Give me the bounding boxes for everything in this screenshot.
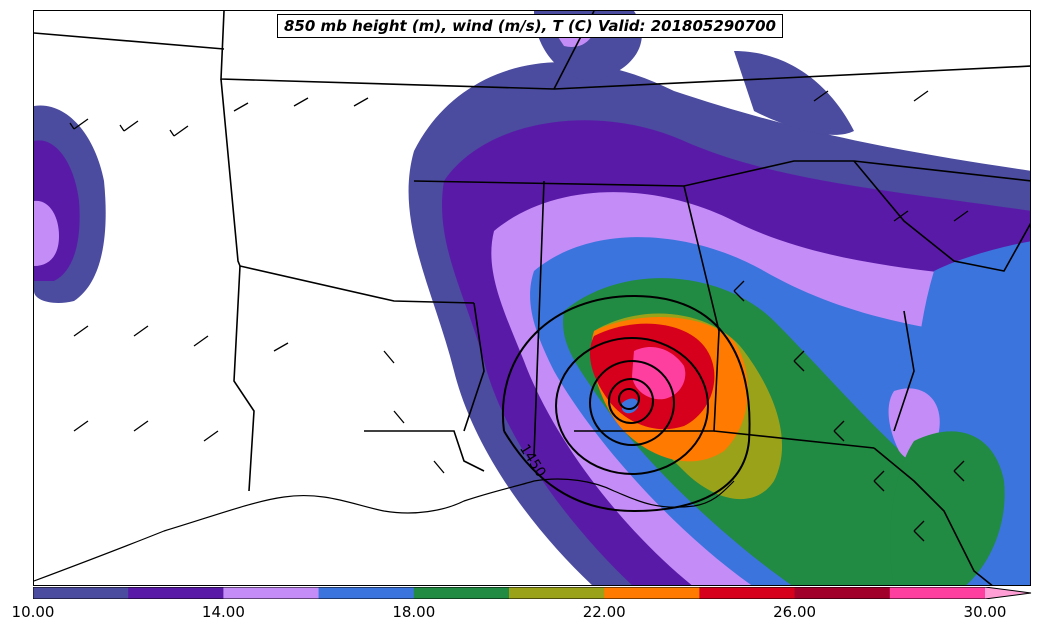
colorbar-swatch bbox=[509, 587, 605, 599]
colorbar-tick-label: 30.00 bbox=[963, 603, 1007, 621]
wind-barb bbox=[953, 460, 965, 482]
height-contour bbox=[618, 388, 640, 410]
boundary-line bbox=[533, 180, 545, 457]
wind-barb bbox=[913, 90, 929, 102]
wind-barb bbox=[393, 410, 405, 424]
height-contour bbox=[501, 294, 751, 513]
boundary-line bbox=[713, 430, 875, 449]
boundary-line bbox=[463, 302, 485, 432]
colorbar-swatch bbox=[889, 587, 986, 599]
colorbar-tick-label: 10.00 bbox=[11, 603, 55, 621]
colorbar-swatch bbox=[699, 587, 796, 599]
shade-pink bbox=[632, 346, 686, 400]
wind-barb bbox=[873, 470, 885, 492]
wind-barb bbox=[833, 420, 845, 442]
colorbar-tick-label: 14.00 bbox=[201, 603, 245, 621]
wind-barb bbox=[733, 280, 745, 302]
map-canvas: 1450 bbox=[34, 11, 1030, 585]
colorbar-tick-label: 18.00 bbox=[392, 603, 436, 621]
wind-barb bbox=[813, 90, 829, 102]
boundary-line bbox=[233, 265, 255, 492]
wind-barb bbox=[793, 350, 805, 372]
shade-ne-band bbox=[734, 51, 854, 135]
colorbar-swatch bbox=[128, 587, 224, 599]
colorbar-tick-label: 26.00 bbox=[773, 603, 817, 621]
wind-barb bbox=[233, 102, 249, 112]
shade-se-green bbox=[890, 431, 1005, 585]
shade-west-lavender bbox=[34, 200, 59, 266]
boundary-line bbox=[574, 185, 720, 432]
wind-barb bbox=[273, 342, 289, 352]
wind-barb bbox=[433, 460, 445, 474]
wind-barb bbox=[119, 120, 139, 132]
boundary-line bbox=[34, 32, 225, 50]
wind-barb bbox=[203, 430, 219, 442]
boundary-line bbox=[413, 160, 1030, 187]
colorbar-swatch bbox=[604, 587, 700, 599]
wind-barb bbox=[953, 210, 969, 222]
wind-barb bbox=[353, 97, 369, 107]
wind-barb bbox=[73, 420, 89, 432]
wind-barbs bbox=[69, 90, 969, 542]
boundary-line bbox=[873, 447, 993, 585]
map-title: 850 mb height (m), wind (m/s), T (C) Val… bbox=[277, 14, 783, 38]
colorbar-tick-label: 22.00 bbox=[582, 603, 626, 621]
height-contour bbox=[555, 337, 709, 475]
colorbar-extend-arrow bbox=[985, 587, 1031, 599]
wind-barb bbox=[133, 420, 149, 432]
height-contour bbox=[589, 360, 675, 446]
boundary-line bbox=[893, 310, 915, 432]
wind-barb bbox=[69, 118, 89, 130]
colorbar-swatch bbox=[33, 587, 129, 599]
colorbar bbox=[33, 587, 1032, 599]
wind-barb bbox=[133, 325, 149, 337]
wind-barb bbox=[193, 335, 209, 347]
wind-barb bbox=[169, 125, 189, 137]
colorbar-swatch bbox=[223, 587, 320, 599]
colorbar-outline bbox=[33, 587, 1032, 599]
wind-barb bbox=[73, 325, 89, 337]
map-panel: 1450 bbox=[33, 10, 1031, 586]
wind-barb bbox=[383, 350, 395, 364]
colorbar-swatch bbox=[413, 587, 510, 599]
boundary-line bbox=[853, 160, 1030, 272]
coastline bbox=[34, 478, 735, 582]
boundary-line bbox=[220, 11, 1030, 90]
boundaries bbox=[34, 11, 1030, 585]
temperature-shading bbox=[34, 11, 1030, 585]
height-contours bbox=[501, 294, 751, 513]
colorbar-swatch bbox=[318, 587, 415, 599]
boundary-line bbox=[364, 430, 485, 472]
wind-barb bbox=[293, 97, 309, 107]
colorbar-swatch bbox=[794, 587, 891, 599]
wind-barb bbox=[893, 210, 909, 222]
height-contour bbox=[608, 378, 654, 424]
wind-barb bbox=[913, 520, 925, 542]
